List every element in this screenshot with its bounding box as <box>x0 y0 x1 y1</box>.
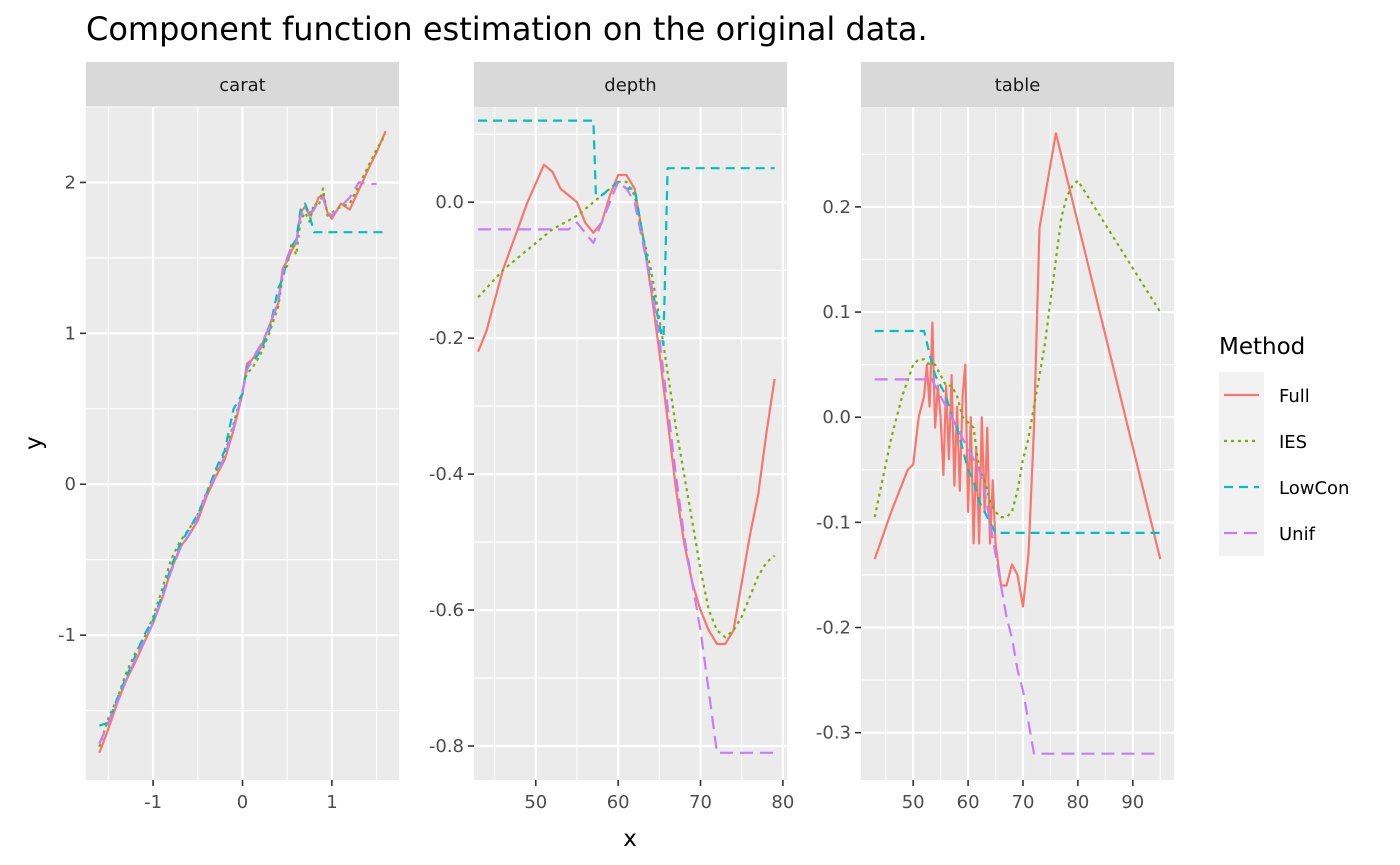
y-tick-label: 0.2 <box>822 197 851 218</box>
facet-panel-depth: depth 50 60 70 80 -0.8 -0.6 -0.4 -0.2 0.0 <box>429 62 794 813</box>
series-line-lowcon <box>99 202 386 727</box>
y-tick-label: -1 <box>58 625 76 646</box>
x-tick-label: 60 <box>957 792 980 813</box>
series-line-ies <box>873 179 1162 519</box>
legend: Method Full IES LowCon Unif <box>1219 334 1349 556</box>
facet-strip <box>861 62 1174 107</box>
legend-label: IES <box>1279 432 1307 453</box>
facet-strip-label: depth <box>604 75 656 96</box>
series-line-lowcon <box>478 119 775 346</box>
series-line-unif <box>98 181 377 745</box>
series-group <box>98 130 387 754</box>
y-tick-label: -0.4 <box>429 464 464 485</box>
x-tick-label: 70 <box>689 792 712 813</box>
series-line-ies <box>98 133 387 748</box>
y-tick-label: 0.1 <box>822 302 851 323</box>
x-axis-title: x <box>623 826 637 852</box>
y-tick-label: -0.2 <box>429 328 464 349</box>
x-tick-label: 70 <box>1012 792 1035 813</box>
series-line-full <box>477 163 776 646</box>
facet-panel-carat: carat -1 0 1 -1 0 1 2 <box>58 62 399 813</box>
legend-label: LowCon <box>1279 478 1349 499</box>
series-group <box>873 132 1162 755</box>
facet-strip-label: carat <box>219 75 265 96</box>
facet-panels: carat -1 0 1 -1 0 1 2 depth 50 60 70 80 -0.8 -0.6 -0.4 -… <box>58 62 1174 813</box>
y-tick-label: 2 <box>65 172 76 193</box>
series-line-full <box>873 132 1162 608</box>
x-tick-label: 80 <box>1066 792 1089 813</box>
y-tick-label: 0 <box>65 474 76 495</box>
y-tick-label: 0.0 <box>822 407 851 428</box>
facet-strip <box>474 62 787 107</box>
y-tick-label: -0.8 <box>429 736 464 757</box>
panel-background <box>474 107 787 780</box>
y-tick-label: -0.1 <box>816 512 851 533</box>
y-tick-label: 1 <box>65 323 76 344</box>
series-line-ies <box>477 180 776 639</box>
facet-panel-table: table 50 60 70 80 90 -0.3 -0.2 -0.1 0.0 0.1 0.2 <box>816 62 1174 813</box>
y-tick-label: -0.6 <box>429 600 464 621</box>
y-tick-label: -0.3 <box>816 723 851 744</box>
y-tick-label: -0.2 <box>816 618 851 639</box>
y-tick-label: 0.0 <box>435 192 464 213</box>
x-tick-label: 90 <box>1121 792 1144 813</box>
x-tick-label: 50 <box>524 792 547 813</box>
legend-label: Full <box>1279 386 1310 407</box>
x-tick-label: 1 <box>326 792 337 813</box>
x-tick-label: 0 <box>237 792 248 813</box>
chart-title: Component function estimation on the ori… <box>86 10 928 48</box>
series-line-unif <box>478 180 775 754</box>
x-tick-label: -1 <box>144 792 162 813</box>
series-group <box>477 119 776 754</box>
y-axis-title: y <box>21 436 47 450</box>
x-tick-label: 80 <box>771 792 794 813</box>
legend-title: Method <box>1219 334 1305 360</box>
legend-label: Unif <box>1279 524 1316 545</box>
series-line-unif <box>874 374 1161 755</box>
x-tick-label: 50 <box>902 792 925 813</box>
x-tick-label: 60 <box>607 792 630 813</box>
facet-strip <box>86 62 399 107</box>
facet-strip-label: table <box>995 75 1041 96</box>
